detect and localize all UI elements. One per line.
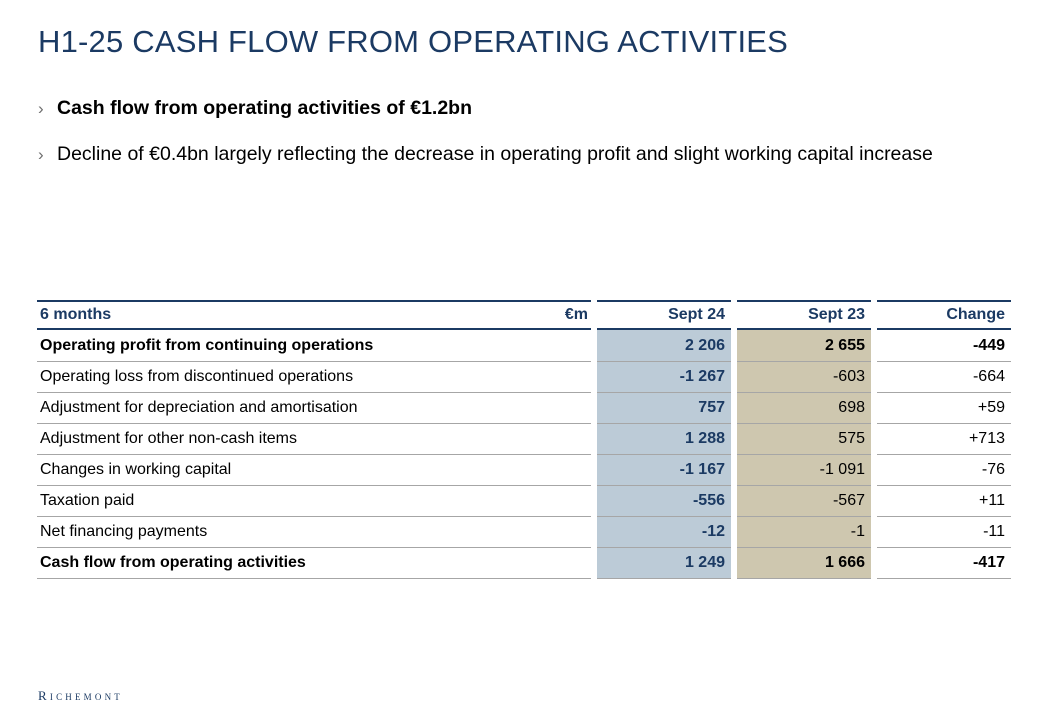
row-sept23: -567 xyxy=(737,486,871,517)
row-sept23: -603 xyxy=(737,362,871,393)
header-sept23: Sept 23 xyxy=(737,300,871,330)
table-row: Cash flow from operating activities 1 249… xyxy=(37,548,1011,579)
bullet-text: Decline of €0.4bn largely reflecting the… xyxy=(57,143,933,165)
row-sept24: 2 206 xyxy=(597,330,731,362)
table-row: Operating profit from continuing operati… xyxy=(37,330,1011,362)
row-label: Changes in working capital xyxy=(37,455,508,486)
row-sept23: -1 091 xyxy=(737,455,871,486)
row-sept24: -12 xyxy=(597,517,731,548)
table-row: Net financing payments -12 -1 -11 xyxy=(37,517,1011,548)
slide-title: H1-25 CASH FLOW FROM OPERATING ACTIVITIE… xyxy=(38,24,789,59)
table-body: Operating profit from continuing operati… xyxy=(37,330,1011,579)
row-change: -664 xyxy=(877,362,1011,393)
row-change: -449 xyxy=(877,330,1011,362)
row-label: Cash flow from operating activities xyxy=(37,548,508,579)
bullet-item: › Cash flow from operating activities of… xyxy=(38,96,998,121)
bullet-item: › Decline of €0.4bn largely reflecting t… xyxy=(38,142,998,167)
row-label: Operating loss from discontinued operati… xyxy=(37,362,508,393)
row-label: Net financing payments xyxy=(37,517,508,548)
header-unit: €m xyxy=(508,300,591,330)
row-sept23: 698 xyxy=(737,393,871,424)
row-unit xyxy=(508,455,591,486)
row-unit xyxy=(508,330,591,362)
row-sept24: 1 249 xyxy=(597,548,731,579)
table-row: Adjustment for other non-cash items 1 288… xyxy=(37,424,1011,455)
header-change: Change xyxy=(877,300,1011,330)
row-sept24: -1 167 xyxy=(597,455,731,486)
row-label: Taxation paid xyxy=(37,486,508,517)
row-change: +59 xyxy=(877,393,1011,424)
row-sept23: -1 xyxy=(737,517,871,548)
row-sept24: -1 267 xyxy=(597,362,731,393)
row-label: Operating profit from continuing operati… xyxy=(37,330,508,362)
row-unit xyxy=(508,362,591,393)
row-change: -11 xyxy=(877,517,1011,548)
header-sept24: Sept 24 xyxy=(597,300,731,330)
row-sept24: 757 xyxy=(597,393,731,424)
table-header-row: 6 months €m Sept 24 Sept 23 Change xyxy=(37,300,1011,330)
row-change: -76 xyxy=(877,455,1011,486)
table-row: Taxation paid -556 -567 +11 xyxy=(37,486,1011,517)
row-sept24: -556 xyxy=(597,486,731,517)
row-unit xyxy=(508,517,591,548)
row-sept23: 2 655 xyxy=(737,330,871,362)
table-row: Adjustment for depreciation and amortisa… xyxy=(37,393,1011,424)
richemont-logo: Richemont xyxy=(38,688,123,703)
table-row: Operating loss from discontinued operati… xyxy=(37,362,1011,393)
chevron-right-icon: › xyxy=(38,145,44,164)
cash-flow-table: 6 months €m Sept 24 Sept 23 Change Opera… xyxy=(37,300,1011,579)
header-period: 6 months xyxy=(37,300,508,330)
row-change: -417 xyxy=(877,548,1011,579)
row-sept24: 1 288 xyxy=(597,424,731,455)
bullet-list: › Cash flow from operating activities of… xyxy=(38,96,998,167)
row-unit xyxy=(508,424,591,455)
row-label: Adjustment for other non-cash items xyxy=(37,424,508,455)
row-sept23: 575 xyxy=(737,424,871,455)
row-unit xyxy=(508,393,591,424)
row-unit xyxy=(508,486,591,517)
row-unit xyxy=(508,548,591,579)
table-row: Changes in working capital -1 167 -1 091 -7… xyxy=(37,455,1011,486)
row-change: +713 xyxy=(877,424,1011,455)
row-change: +11 xyxy=(877,486,1011,517)
row-label: Adjustment for depreciation and amortisa… xyxy=(37,393,508,424)
chevron-right-icon: › xyxy=(38,99,44,118)
bullet-text: Cash flow from operating activities of €… xyxy=(57,97,472,119)
row-sept23: 1 666 xyxy=(737,548,871,579)
